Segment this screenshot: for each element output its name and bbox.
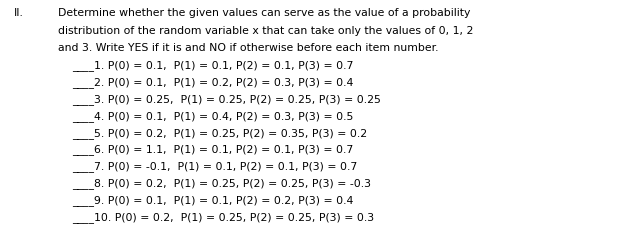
Text: ____8. P(0) = 0.2,  P(1) = 0.25, P(2) = 0.25, P(3) = -0.3: ____8. P(0) = 0.2, P(1) = 0.25, P(2) = 0… [72, 178, 371, 189]
Text: II.: II. [14, 8, 24, 18]
Text: ____10. P(0) = 0.2,  P(1) = 0.25, P(2) = 0.25, P(3) = 0.3: ____10. P(0) = 0.2, P(1) = 0.25, P(2) = … [72, 212, 374, 223]
Text: ____5. P(0) = 0.2,  P(1) = 0.25, P(2) = 0.35, P(3) = 0.2: ____5. P(0) = 0.2, P(1) = 0.25, P(2) = 0… [72, 128, 367, 139]
Text: Determine whether the given values can serve as the value of a probability: Determine whether the given values can s… [58, 8, 471, 18]
Text: ____4. P(0) = 0.1,  P(1) = 0.4, P(2) = 0.3, P(3) = 0.5: ____4. P(0) = 0.1, P(1) = 0.4, P(2) = 0.… [72, 111, 353, 122]
Text: ____2. P(0) = 0.1,  P(1) = 0.2, P(2) = 0.3, P(3) = 0.4: ____2. P(0) = 0.1, P(1) = 0.2, P(2) = 0.… [72, 77, 353, 88]
Text: ____3. P(0) = 0.25,  P(1) = 0.25, P(2) = 0.25, P(3) = 0.25: ____3. P(0) = 0.25, P(1) = 0.25, P(2) = … [72, 94, 381, 105]
Text: distribution of the random variable x that can take only the values of 0, 1, 2: distribution of the random variable x th… [58, 25, 473, 36]
Text: and 3. Write YES if it is and NO if otherwise before each item number.: and 3. Write YES if it is and NO if othe… [58, 43, 439, 53]
Text: ____1. P(0) = 0.1,  P(1) = 0.1, P(2) = 0.1, P(3) = 0.7: ____1. P(0) = 0.1, P(1) = 0.1, P(2) = 0.… [72, 61, 353, 71]
Text: ____9. P(0) = 0.1,  P(1) = 0.1, P(2) = 0.2, P(3) = 0.4: ____9. P(0) = 0.1, P(1) = 0.1, P(2) = 0.… [72, 195, 353, 206]
Text: ____7. P(0) = -0.1,  P(1) = 0.1, P(2) = 0.1, P(3) = 0.7: ____7. P(0) = -0.1, P(1) = 0.1, P(2) = 0… [72, 161, 358, 172]
Text: ____6. P(0) = 1.1,  P(1) = 0.1, P(2) = 0.1, P(3) = 0.7: ____6. P(0) = 1.1, P(1) = 0.1, P(2) = 0.… [72, 144, 353, 155]
